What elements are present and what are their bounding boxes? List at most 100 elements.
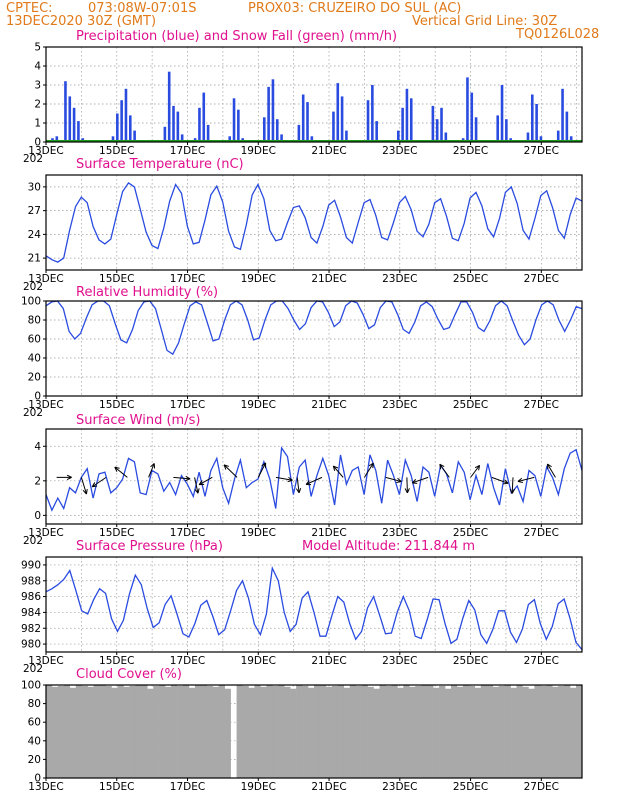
wind-vector-head: [368, 462, 374, 469]
rh-frame: [45, 300, 583, 397]
cloud-bar: [129, 685, 136, 778]
precip-xtick-label: 13DEC: [28, 145, 63, 157]
header-org: CPTEC:: [6, 1, 53, 16]
cloud-bar: [468, 685, 476, 778]
precip-bar: [172, 105, 175, 142]
pres-ytick-label: 980: [21, 639, 41, 651]
cloud-bar: [314, 685, 321, 778]
pres-series-line: [45, 565, 583, 651]
wind-vector: [406, 477, 408, 493]
precip-bar: [206, 124, 210, 142]
precip-bar: [466, 77, 469, 142]
wind-ytick-label: 4: [34, 441, 41, 453]
wind-ytick-label: 2: [34, 475, 41, 487]
cloud-bar: [540, 685, 547, 778]
wind-vector-head: [404, 488, 410, 494]
precip-bar: [474, 117, 478, 142]
rh-xtick-label: 23DEC: [382, 399, 417, 411]
plot-area: 0 1 2 3 4 5 13DEC 15DEC 17DEC 19DEC 21DEC 23DEC 25DE…: [21, 42, 583, 793]
wind-series-line: [45, 446, 583, 512]
precip-bar: [198, 107, 201, 142]
precip-bar: [375, 121, 378, 142]
precip-bar: [232, 98, 236, 142]
pres-xtick-label: 15DEC: [99, 655, 134, 667]
precip-panel: 0 1 2 3 4 5 13DEC 15DEC 17DEC 19DEC 21DEC 23DEC 25DE…: [23, 42, 583, 165]
wind-vector: [223, 464, 238, 478]
cloud-bar: [51, 686, 59, 778]
cloud-bar: [522, 686, 529, 778]
precip-bar: [535, 104, 538, 142]
wind-vector-head: [503, 479, 509, 485]
precip-bar: [440, 107, 443, 142]
wind-vector-head: [411, 478, 418, 484]
cloud-bar: [474, 687, 482, 778]
precip-xtick-label: 19DEC: [241, 145, 276, 157]
pres-xtick-label: 25DEC: [453, 655, 488, 667]
cloud-bar: [391, 685, 398, 778]
precip-frame: [45, 46, 583, 143]
pres-xtick-label: 13DEC: [28, 655, 63, 667]
cloud-xtick-label: 15DEC: [99, 781, 134, 793]
cloud-bar: [409, 686, 416, 778]
cloud-bar: [504, 685, 511, 778]
wind-vector-head: [287, 476, 293, 483]
wind-xtick-label: 13DEC: [28, 527, 63, 539]
cloud-bar: [147, 688, 154, 778]
cloud-bar: [325, 686, 333, 778]
precip-ytick-label: 4: [34, 61, 41, 73]
cloud-xtick-label: 25DEC: [453, 781, 488, 793]
precip-bar: [237, 109, 240, 142]
cloud-bar: [105, 685, 112, 778]
temp-ytick-label: 21: [28, 253, 41, 265]
cloud-bar: [272, 685, 279, 778]
cloud-xtick-label: 27DEC: [524, 781, 559, 793]
cloud-bar: [99, 685, 106, 778]
temp-ytick-label: 30: [28, 181, 41, 193]
cloud-bar: [135, 685, 142, 778]
rh-xtick-label: 25DEC: [453, 399, 488, 411]
wind-vector: [332, 465, 344, 478]
pres-title: Surface Pressure (hPa): [76, 539, 223, 554]
wind-vector: [275, 476, 293, 481]
header-code: TQ0126L028: [515, 27, 599, 42]
wind-year-cut-label: 202: [23, 535, 43, 547]
rh-ytick-label: 40: [28, 353, 41, 365]
precip-bar: [340, 96, 344, 142]
temp-xtick-label: 15DEC: [99, 273, 134, 285]
cloud-bar: [421, 685, 428, 778]
cloud-bar: [450, 685, 458, 778]
cloud-bar: [224, 688, 231, 778]
cloud-bar: [576, 685, 583, 778]
cloud-ytick-label: 0: [34, 773, 41, 785]
cloud-bar: [558, 685, 565, 778]
cloud-bar: [266, 685, 273, 778]
cloud-bar: [397, 687, 404, 778]
precip-bar: [228, 136, 232, 142]
precip-bar: [561, 88, 564, 142]
cloud-bar: [236, 685, 243, 778]
pres-ytick-label: 990: [21, 559, 41, 571]
cloud-bar: [367, 686, 374, 778]
cloud-bar: [349, 685, 356, 778]
temp-series-line: [45, 181, 583, 263]
wind-vector-head: [82, 488, 88, 495]
precip-bar: [297, 124, 301, 142]
cloud-ytick-label: 100: [21, 680, 41, 692]
cloud-xtick-label: 21DEC: [311, 781, 346, 793]
cloud-bar: [159, 685, 166, 778]
precip-bar: [336, 83, 340, 142]
precip-bar: [176, 111, 180, 142]
wind-xtick-label: 27DEC: [524, 527, 559, 539]
cloud-bar: [564, 685, 571, 778]
precip-bar: [306, 102, 309, 142]
precip-bar: [180, 134, 184, 142]
precip-xtick-label: 21DEC: [311, 145, 346, 157]
cloud-ytick-label: 80: [28, 698, 41, 710]
pres-ytick-label: 988: [21, 575, 41, 587]
temp-ytick-label: 27: [28, 205, 41, 217]
rh-xtick-label: 19DEC: [241, 399, 276, 411]
temp-panel: 21 24 27 30 13DEC 15DEC 17DEC 19DEC 21DEC 23DEC 25…: [23, 174, 583, 293]
wind-xtick-label: 19DEC: [241, 527, 276, 539]
temp-xtick-label: 19DEC: [241, 273, 276, 285]
precip-xtick-label: 17DEC: [170, 145, 205, 157]
